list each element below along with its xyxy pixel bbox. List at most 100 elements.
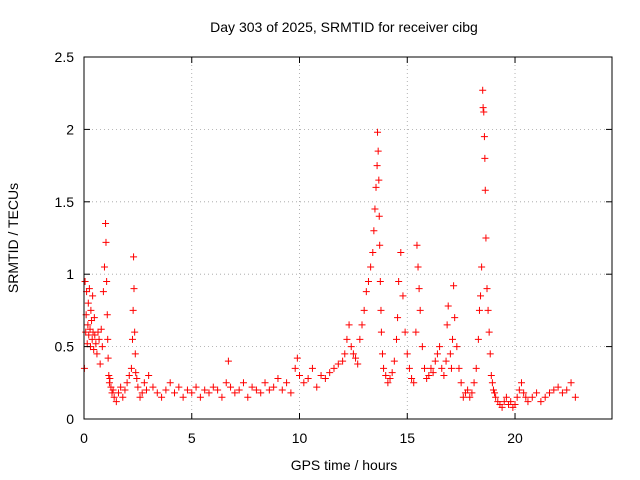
data-point [104,354,112,362]
data-point [132,369,140,377]
data-point [377,306,385,314]
data-point [125,372,133,380]
data-point [93,350,101,358]
data-point [571,393,579,401]
data-point [563,386,571,394]
x-tick-label: 20 [507,430,523,446]
data-point [239,379,247,387]
data-point [100,263,108,271]
data-point [362,288,370,296]
data-point [92,340,100,348]
data-point [296,372,304,380]
data-point [136,393,144,401]
data-point [431,357,439,365]
data-point [480,108,488,116]
data-point [550,386,558,394]
data-point [429,369,437,377]
data-point [334,360,342,368]
data-point [345,321,353,329]
data-point [433,350,441,358]
data-point [412,328,420,336]
data-point [388,369,396,377]
data-point [130,253,138,261]
axis-ticks: 0 0.5 1 1.5 2 2.5 0 5 10 15 20 [55,49,612,446]
data-point [464,386,472,394]
x-tick-label: 5 [188,430,196,446]
data-point [343,335,351,343]
data-point [86,325,94,333]
data-point [541,393,549,401]
data-point [477,292,485,300]
data-point [321,374,329,382]
data-point [84,321,92,329]
data-point [370,227,378,235]
data-point [489,386,497,394]
data-point [127,364,135,372]
data-point [227,383,235,391]
data-point [484,306,492,314]
data-point [367,263,375,271]
data-point [201,386,209,394]
grid-layer [84,57,612,419]
plot-frame [83,56,613,420]
data-point [487,372,495,380]
data-point [453,343,461,351]
y-axis-label: SRMTID / TECUs [5,183,21,293]
data-point [183,386,191,394]
data-point [261,379,269,387]
data-point [119,393,127,401]
data-point [446,350,454,358]
data-point [209,383,217,391]
data-point [481,186,489,194]
data-point [121,386,129,394]
data-point [511,401,519,409]
data-point [84,299,92,307]
data-point [104,335,112,343]
data-point [438,364,446,372]
data-point [82,328,90,336]
data-point [382,372,390,380]
data-point [360,306,368,314]
data-point [376,241,384,249]
data-point [123,379,131,387]
data-point [138,389,146,397]
data-point [85,331,93,339]
data-point [95,335,103,343]
data-point [87,306,95,314]
data-point [427,364,435,372]
data-point [90,314,98,322]
data-point [405,364,413,372]
data-point [479,86,487,94]
data-point [369,248,377,256]
data-point [414,263,422,271]
data-point [131,328,139,336]
data-point [374,147,382,155]
data-point [283,379,291,387]
data-point [252,386,260,394]
data-point [492,393,500,401]
data-point [354,360,362,368]
y-tick-label: 2.5 [55,49,75,65]
data-point [304,374,312,382]
data-point [287,389,295,397]
y-tick-label: 2 [66,121,74,137]
data-point [222,379,230,387]
data-point [339,357,347,365]
data-point [265,386,273,394]
data-point [479,104,487,112]
data-point [97,325,105,333]
data-point [235,386,243,394]
data-point [472,364,480,372]
data-point [349,350,357,358]
y-tick-label: 1.5 [55,194,75,210]
data-point [373,162,381,170]
data-point [384,379,392,387]
data-point [533,389,541,397]
data-point [376,277,384,285]
data-point [470,379,478,387]
data-point [96,360,104,368]
data-point [153,389,161,397]
data-point [214,386,222,394]
data-point [244,393,252,401]
x-tick-label: 15 [399,430,415,446]
